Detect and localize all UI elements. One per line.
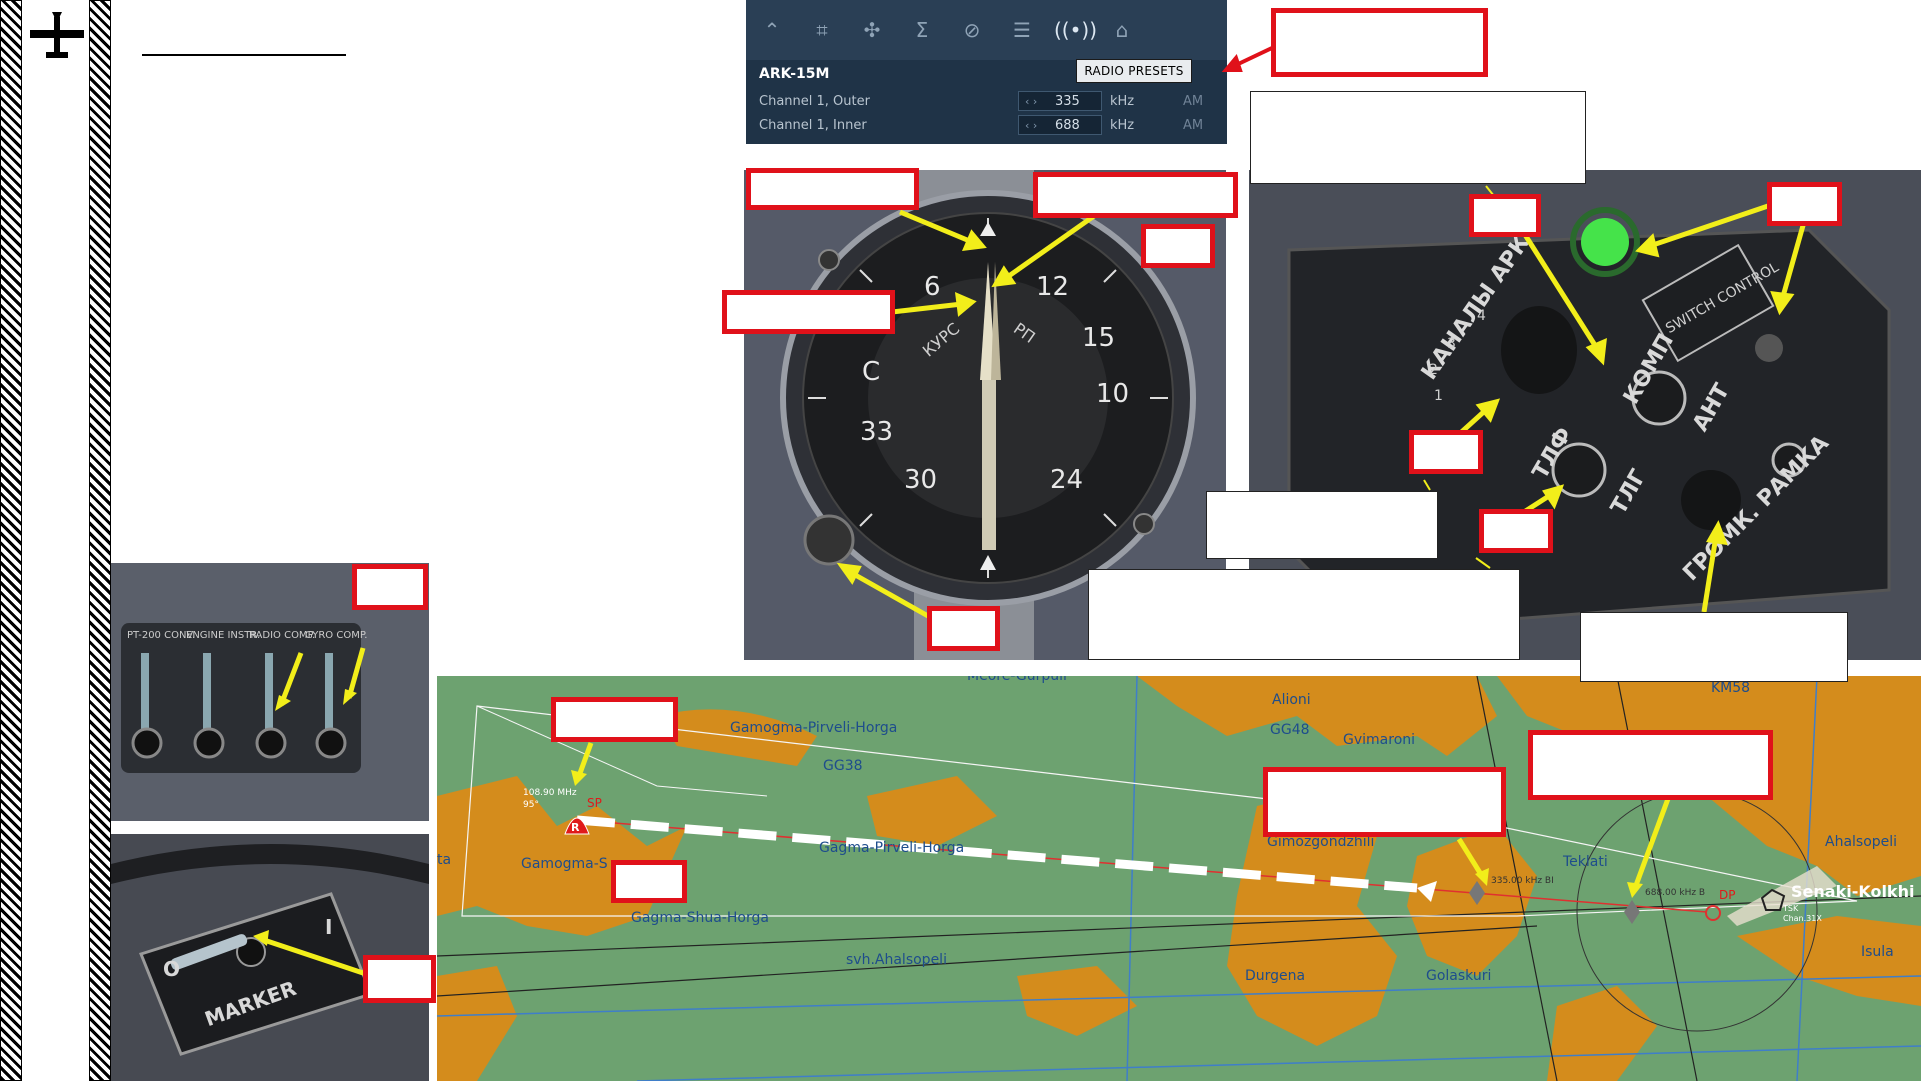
map-place: Gvimaroni <box>1343 732 1416 748</box>
map-place: Gagma-Shua-Horga <box>631 910 769 926</box>
map-place: Gagma-Pirveli-Horga <box>819 840 965 856</box>
breaker-label: ENGINE INSTR. <box>186 630 260 641</box>
gauge-number: 12 <box>1036 272 1069 302</box>
map-place: Alioni <box>1272 692 1311 708</box>
channel-1-outer-freq[interactable]: ‹ › 335 <box>1018 91 1102 111</box>
annotation-box <box>352 564 428 610</box>
channel-1-outer-label: Channel 1, Outer <box>759 94 870 109</box>
annotation-box <box>1469 194 1541 237</box>
callout-box <box>1580 612 1848 682</box>
modulation-label: AM <box>1183 94 1204 109</box>
disabled-icon[interactable]: ⊘ <box>963 18 981 42</box>
annotation-box <box>1767 182 1842 226</box>
map-place: Ahalsopeli <box>1825 834 1898 850</box>
airfield-channel: Chan.31X <box>1783 914 1822 923</box>
dp-label: DP <box>1719 888 1736 902</box>
frame-icon[interactable]: ⌗ <box>816 18 828 42</box>
map-place: Gamogma-S <box>521 856 608 872</box>
sigma-icon[interactable]: Σ <box>915 18 929 42</box>
radio-presets-button[interactable]: RADIO PRESETS <box>1076 59 1192 83</box>
sp-label: SP <box>587 796 602 810</box>
marker-on-mark: I <box>325 915 332 939</box>
hangar-icon[interactable]: ⌂ <box>1115 18 1129 42</box>
panel-toolbar: ⌃ ⌗ ✣ Σ ⊘ ☰ ((•)) ⌂ <box>746 0 1227 60</box>
channel-number: 1 <box>1434 388 1443 404</box>
map-place: Golaskuri <box>1426 968 1492 984</box>
annotation-box <box>1263 767 1506 837</box>
drone-icon[interactable]: ✣ <box>863 18 881 42</box>
map-place: GG48 <box>1270 722 1310 738</box>
airplane-icon <box>30 12 84 58</box>
radio-icon[interactable]: ((•)) <box>1054 18 1098 42</box>
map-place: svh.Ahalsopeli <box>846 952 947 968</box>
airfield-tacan: TSK <box>1783 904 1799 913</box>
annotation-box <box>611 860 687 903</box>
annotation-box <box>1528 730 1773 800</box>
start-heading: 95° <box>523 800 539 810</box>
modulation-label: AM <box>1183 118 1204 133</box>
annotation-box <box>551 697 678 742</box>
annotation-box <box>1479 509 1553 553</box>
channel-1-inner-label: Channel 1, Inner <box>759 118 867 133</box>
annotation-box <box>1271 8 1488 77</box>
channel-number: 2 <box>1429 362 1438 378</box>
stepper-arrows-icon[interactable]: ‹ › <box>1025 95 1038 108</box>
breaker-label: RADIO COMP. <box>249 630 315 641</box>
title-underline <box>142 54 346 56</box>
map-place: Teklati <box>1563 854 1608 870</box>
gauge-number: 33 <box>860 417 893 447</box>
map-place: Isula <box>1861 944 1894 960</box>
channel-number: 3 <box>1447 336 1456 352</box>
annotation-box <box>722 290 895 334</box>
map-place: ta <box>437 852 452 868</box>
marker-off-mark: O <box>163 957 180 981</box>
breaker-label: PT-200 CONV. <box>127 630 195 641</box>
annotation-box <box>363 955 436 1003</box>
annotation-box <box>1141 224 1215 268</box>
gauge-number: С <box>862 357 880 387</box>
gauge-number: 24 <box>1050 465 1083 495</box>
gauge-number: 30 <box>904 465 937 495</box>
gauge-number: 15 <box>1082 323 1115 353</box>
map-place: Meore-Gurpuli <box>967 676 1067 684</box>
radio-presets-panel: ⌃ ⌗ ✣ Σ ⊘ ☰ ((•)) ⌂ RADIO PRESETS ARK-15… <box>746 0 1227 144</box>
map-place: KM58 <box>1711 680 1751 696</box>
callout-box <box>1250 91 1586 184</box>
channel-number: 4 <box>1477 308 1486 324</box>
breaker-label: GYRO COMP. <box>305 630 368 641</box>
annotation-box <box>927 606 1000 651</box>
gauge-number: 10 <box>1096 379 1129 409</box>
callout-box <box>1088 569 1520 660</box>
ndb-outer-label: 335.00 kHz BI <box>1491 876 1554 886</box>
unit-label: kHz <box>1110 94 1135 109</box>
annotation-box <box>1409 430 1483 474</box>
panel-title: ARK-15M <box>759 66 830 82</box>
annotation-box <box>1033 172 1238 218</box>
list-settings-icon[interactable]: ☰ <box>1013 18 1031 42</box>
annotation-box <box>746 168 919 210</box>
start-frequency: 108.90 MHz <box>523 788 577 798</box>
airfield-name[interactable]: Senaki-Kolkhi <box>1791 882 1915 901</box>
aircraft-icon[interactable]: ⌃ <box>763 18 781 42</box>
stepper-arrows-icon[interactable]: ‹ › <box>1025 119 1038 132</box>
start-marker: R <box>571 821 580 834</box>
unit-label: kHz <box>1110 118 1135 133</box>
gauge-number: 6 <box>924 272 941 302</box>
map-place: Gimozgondzhili <box>1267 834 1375 850</box>
map-place: Gamogma-Pirveli-Horga <box>730 720 898 736</box>
callout-box <box>1206 491 1438 559</box>
ndb-inner-label: 688.00 kHz B <box>1645 888 1706 898</box>
map-place: GG38 <box>823 758 863 774</box>
channel-1-inner-freq[interactable]: ‹ › 688 <box>1018 115 1102 135</box>
map-place: Durgena <box>1245 968 1306 984</box>
